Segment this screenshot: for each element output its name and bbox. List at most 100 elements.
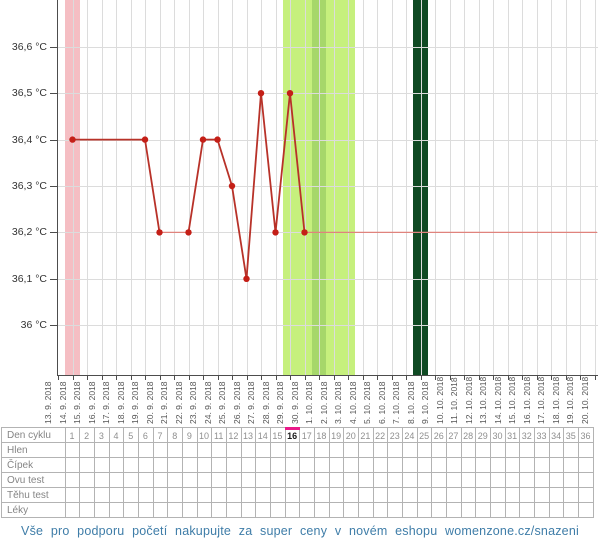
entry-cell[interactable] — [300, 473, 314, 487]
day-cell[interactable]: 21 — [360, 430, 371, 441]
entry-cell[interactable] — [506, 473, 520, 487]
entry-cell[interactable] — [300, 488, 314, 502]
day-cell[interactable]: 19 — [331, 430, 342, 441]
entry-cell[interactable] — [432, 473, 446, 487]
entry-cell[interactable] — [564, 458, 578, 472]
entry-cell[interactable] — [227, 488, 241, 502]
entry-cell[interactable] — [271, 488, 285, 502]
entry-cell[interactable] — [418, 458, 432, 472]
entry-cell[interactable] — [579, 488, 593, 502]
entry-cell[interactable] — [271, 458, 285, 472]
entry-cell[interactable] — [388, 473, 402, 487]
entry-cell[interactable] — [242, 488, 256, 502]
entry-cell[interactable] — [447, 503, 461, 517]
entry-cell[interactable] — [403, 473, 417, 487]
day-cell[interactable]: 24 — [404, 430, 415, 441]
entry-cell[interactable] — [418, 488, 432, 502]
entry-cell[interactable] — [491, 473, 505, 487]
entry-cell[interactable] — [154, 488, 168, 502]
entry-cell[interactable] — [491, 503, 505, 517]
entry-cell[interactable] — [432, 488, 446, 502]
entry-cell[interactable] — [403, 488, 417, 502]
entry-cell[interactable] — [95, 488, 109, 502]
entry-cell[interactable] — [80, 488, 94, 502]
day-cell[interactable]: 14 — [257, 430, 268, 441]
day-cell[interactable]: 8 — [172, 430, 178, 441]
day-cell[interactable]: 23 — [389, 430, 400, 441]
entry-cell[interactable] — [476, 488, 490, 502]
entry-cell[interactable] — [212, 503, 226, 517]
entry-cell[interactable] — [242, 458, 256, 472]
entry-cell[interactable] — [154, 503, 168, 517]
entry-cell[interactable] — [388, 458, 402, 472]
day-cell[interactable]: 28 — [463, 430, 474, 441]
day-cell[interactable]: 17 — [301, 430, 312, 441]
entry-cell[interactable] — [462, 458, 476, 472]
entry-cell[interactable] — [330, 458, 344, 472]
entry-cell[interactable] — [564, 503, 578, 517]
entry-cell[interactable] — [491, 458, 505, 472]
entry-cell[interactable] — [212, 473, 226, 487]
entry-cell[interactable] — [462, 488, 476, 502]
footer-promo-link[interactable]: Vše pro podporu početí nakupujte za supe… — [21, 524, 579, 538]
entry-cell[interactable] — [271, 443, 285, 457]
entry-cell[interactable] — [256, 473, 270, 487]
day-cell[interactable]: 27 — [448, 430, 459, 441]
entry-cell[interactable] — [154, 443, 168, 457]
entry-cell[interactable] — [315, 443, 329, 457]
day-cell[interactable]: 15 — [272, 430, 283, 441]
entry-cell[interactable] — [315, 473, 329, 487]
entry-cell[interactable] — [315, 488, 329, 502]
entry-cell[interactable] — [447, 443, 461, 457]
entry-cell[interactable] — [330, 443, 344, 457]
entry-cell[interactable] — [330, 488, 344, 502]
entry-cell[interactable] — [139, 503, 153, 517]
entry-cell[interactable] — [286, 473, 300, 487]
entry-cell[interactable] — [344, 458, 358, 472]
entry-cell[interactable] — [447, 473, 461, 487]
entry-cell[interactable] — [124, 488, 138, 502]
entry-cell[interactable] — [520, 473, 534, 487]
entry-cell[interactable] — [212, 443, 226, 457]
entry-cell[interactable] — [124, 458, 138, 472]
entry-cell[interactable] — [80, 443, 94, 457]
day-cell[interactable]: 10 — [199, 430, 210, 441]
entry-cell[interactable] — [198, 503, 212, 517]
day-cell[interactable]: 31 — [507, 430, 518, 441]
entry-cell[interactable] — [432, 458, 446, 472]
entry-cell[interactable] — [564, 473, 578, 487]
day-cell[interactable]: 13 — [243, 430, 254, 441]
day-cell[interactable]: 20 — [345, 430, 356, 441]
day-cell[interactable]: 32 — [521, 430, 532, 441]
entry-cell[interactable] — [80, 473, 94, 487]
entry-cell[interactable] — [374, 458, 388, 472]
entry-cell[interactable] — [110, 488, 124, 502]
entry-cell[interactable] — [242, 503, 256, 517]
entry-cell[interactable] — [300, 458, 314, 472]
entry-cell[interactable] — [359, 503, 373, 517]
entry-cell[interactable] — [168, 473, 182, 487]
entry-cell[interactable] — [550, 458, 564, 472]
entry-cell[interactable] — [95, 443, 109, 457]
entry-cell[interactable] — [286, 443, 300, 457]
entry-cell[interactable] — [315, 458, 329, 472]
entry-cell[interactable] — [388, 443, 402, 457]
day-cell-highlighted[interactable]: 16 — [287, 430, 298, 441]
entry-cell[interactable] — [374, 443, 388, 457]
entry-cell[interactable] — [227, 503, 241, 517]
entry-cell[interactable] — [374, 488, 388, 502]
entry-cell[interactable] — [491, 488, 505, 502]
entry-cell[interactable] — [124, 503, 138, 517]
day-cell[interactable]: 7 — [157, 430, 163, 441]
entry-cell[interactable] — [447, 488, 461, 502]
entry-cell[interactable] — [183, 473, 197, 487]
entry-cell[interactable] — [506, 488, 520, 502]
entry-cell[interactable] — [550, 443, 564, 457]
entry-cell[interactable] — [286, 458, 300, 472]
entry-cell[interactable] — [110, 503, 124, 517]
entry-cell[interactable] — [506, 503, 520, 517]
entry-cell[interactable] — [418, 443, 432, 457]
entry-cell[interactable] — [227, 473, 241, 487]
entry-cell[interactable] — [564, 488, 578, 502]
entry-cell[interactable] — [535, 488, 549, 502]
